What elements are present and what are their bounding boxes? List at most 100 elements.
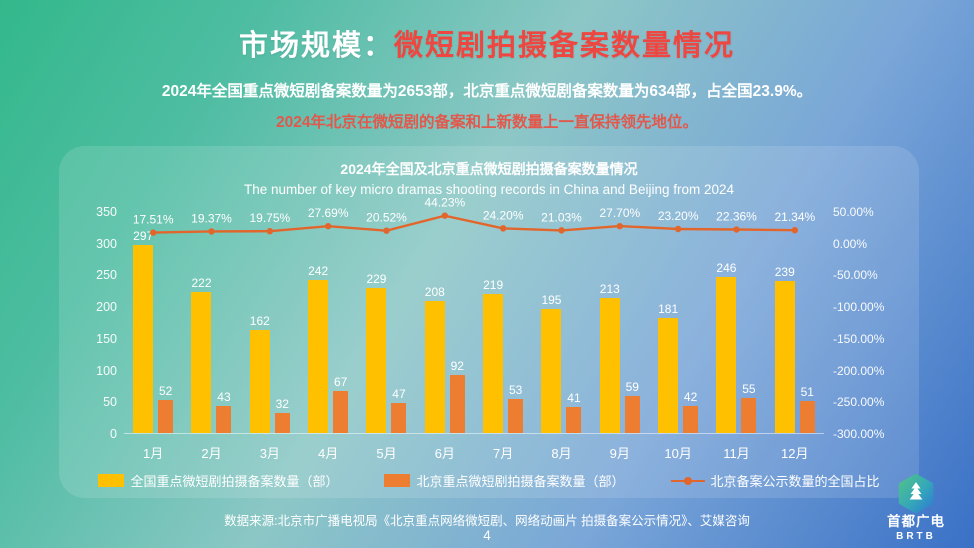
bar-value-label: 51 bbox=[800, 384, 814, 399]
x-axis-label: 12月 bbox=[781, 446, 809, 461]
legend-line-dot bbox=[683, 476, 692, 485]
bar-group: 222 43 bbox=[182, 212, 240, 433]
ratio-value-label: 44.23% bbox=[424, 196, 465, 210]
y-axis-left-tick: 200 bbox=[96, 300, 117, 315]
bar-group: 162 32 bbox=[241, 212, 299, 433]
bar-value-label: 213 bbox=[599, 281, 620, 296]
y-axis-left-tick: 300 bbox=[96, 236, 117, 251]
bar-value-label: 246 bbox=[716, 261, 737, 275]
logo-name-en: BRTB bbox=[896, 530, 936, 542]
bar-value-label: 239 bbox=[774, 265, 795, 280]
y-axis-right-tick: -250.00% bbox=[833, 395, 885, 410]
bar-national: 229 bbox=[366, 272, 386, 433]
legend-swatch bbox=[98, 474, 125, 487]
ratio-line-marker bbox=[441, 212, 449, 219]
ratio-line-marker bbox=[324, 222, 332, 230]
bar-beijing: 43 bbox=[216, 390, 232, 433]
bar-national: 162 bbox=[250, 314, 270, 433]
bar-beijing: 53 bbox=[508, 383, 524, 433]
x-axis-label: 10月 bbox=[664, 446, 692, 461]
bar-value-label: 67 bbox=[333, 374, 348, 389]
ratio-value-label: 23.20% bbox=[658, 209, 699, 223]
ratio-line-marker bbox=[208, 228, 215, 235]
bar-group: 239 51 bbox=[766, 212, 824, 433]
bar-group: 195 41 bbox=[532, 212, 590, 433]
ratio-value-label: 19.75% bbox=[249, 211, 290, 225]
slide-header: 市场规模：微短剧拍摄备案数量情况 2024年全国重点微短剧备案数量为2653部，… bbox=[0, 0, 974, 132]
x-axis-label: 6月 bbox=[434, 446, 455, 461]
ratio-value-label: 22.36% bbox=[716, 210, 757, 224]
brtb-logo-icon bbox=[898, 473, 934, 513]
bar-value-label: 55 bbox=[742, 382, 756, 397]
bar-value-label: 222 bbox=[191, 276, 212, 291]
bar-national: 239 bbox=[775, 265, 795, 433]
ratio-line-marker bbox=[674, 225, 682, 233]
x-axis-label: 2月 bbox=[201, 446, 222, 461]
y-axis-left-tick: 100 bbox=[96, 363, 117, 378]
legend-item: 北京重点微短剧拍摄备案数量（部） bbox=[384, 471, 625, 490]
bar-group: 246 55 bbox=[707, 212, 765, 433]
ratio-line-marker bbox=[558, 227, 565, 234]
plot-area: 297 52 222 43 162 32 242 67 229 47 208 92 219 53 195 41… bbox=[124, 196, 824, 434]
legend-label: 全国重点微短剧拍摄备案数量（部） bbox=[130, 474, 339, 489]
x-axis-label: 9月 bbox=[609, 446, 630, 461]
y-axis-right-tick: -150.00% bbox=[833, 331, 885, 346]
chart-panel: 2024年全国及北京重点微短剧拍摄备案数量情况 The number of ke… bbox=[59, 146, 919, 498]
bar-value-label: 297 bbox=[133, 228, 154, 243]
ratio-value-label: 20.52% bbox=[366, 211, 407, 225]
y-axis-left-tick: 350 bbox=[96, 205, 117, 219]
bar-beijing: 32 bbox=[274, 397, 290, 433]
y-axis-right-tick: 0.00% bbox=[833, 236, 868, 251]
bar-national: 213 bbox=[600, 282, 620, 433]
y-axis-left-tick: 0 bbox=[110, 427, 117, 441]
bar-group: 242 67 bbox=[299, 212, 357, 433]
ratio-value-label: 21.03% bbox=[541, 210, 582, 224]
x-axis-label: 7月 bbox=[493, 446, 514, 461]
bar-national: 195 bbox=[541, 293, 561, 433]
bar-group: 219 53 bbox=[474, 212, 532, 433]
bar-national: 246 bbox=[716, 261, 736, 433]
bar-value-label: 43 bbox=[217, 389, 231, 404]
y-axis-right-tick: -50.00% bbox=[833, 268, 878, 283]
ratio-value-label: 24.20% bbox=[483, 208, 524, 222]
bar-value-label: 195 bbox=[541, 293, 562, 308]
y-axis-left-tick: 250 bbox=[96, 268, 117, 283]
bar-value-label: 242 bbox=[308, 263, 329, 278]
bar-value-label: 219 bbox=[483, 278, 504, 293]
ratio-value-label: 19.37% bbox=[191, 211, 232, 225]
bar-beijing: 55 bbox=[741, 382, 757, 433]
bar-beijing: 52 bbox=[158, 384, 174, 433]
legend-swatch bbox=[384, 474, 411, 487]
x-axis-label: 8月 bbox=[551, 446, 572, 461]
ratio-line-marker bbox=[383, 227, 390, 234]
bar-value-label: 59 bbox=[625, 379, 639, 394]
ratio-line bbox=[153, 214, 795, 234]
bar-group: 297 52 bbox=[124, 212, 182, 433]
x-axis-labels: 1月 2月 3月 4月 5月 6月 7月 8月 9月 10月 11月 12月 bbox=[124, 443, 824, 462]
chart-title-zh: 2024年全国及北京重点微短剧拍摄备案数量情况 bbox=[340, 161, 638, 177]
page-title-prefix: 市场规模： bbox=[238, 30, 394, 62]
ratio-line-marker bbox=[499, 225, 507, 232]
ratio-value-label: 17.51% bbox=[133, 213, 174, 227]
bar-national: 181 bbox=[658, 302, 678, 433]
y-axis-left-tick: 150 bbox=[96, 331, 117, 346]
bar-value-label: 92 bbox=[450, 358, 464, 373]
bar-beijing: 41 bbox=[566, 391, 582, 433]
y-axis-right: 50.00% 0.00% -50.00% -100.00% -150.00% -200.0… bbox=[833, 205, 917, 441]
bar-value-label: 53 bbox=[508, 383, 523, 398]
data-source-note: 数据来源:北京市广播电视局《北京重点网络微短剧、网络动画片 拍摄备案公示情况》、… bbox=[224, 514, 750, 528]
bar-national: 242 bbox=[308, 264, 328, 433]
y-axis-right-tick: -300.00% bbox=[833, 427, 885, 441]
x-axis-label: 3月 bbox=[259, 446, 280, 461]
chart-legend: 全国重点微短剧拍摄备案数量（部） 北京重点微短剧拍摄备案数量（部） 北京备案公示数量… bbox=[59, 471, 919, 490]
logo-name-zh: 首都广电 bbox=[887, 513, 945, 529]
bar-value-label: 52 bbox=[158, 384, 173, 398]
bar-value-label: 162 bbox=[249, 314, 270, 329]
bar-beijing: 42 bbox=[683, 390, 699, 433]
chart-title-en: The number of key micro dramas shooting … bbox=[244, 182, 734, 197]
bar-value-label: 47 bbox=[392, 387, 406, 402]
ratio-line-chart: 17.51% 19.37% 19.75% 27.69% 20.52% 44.23% 24.2… bbox=[133, 196, 816, 236]
bar-beijing: 59 bbox=[624, 380, 640, 433]
bar-beijing: 51 bbox=[799, 385, 815, 433]
ratio-value-label: 21.34% bbox=[774, 210, 815, 224]
